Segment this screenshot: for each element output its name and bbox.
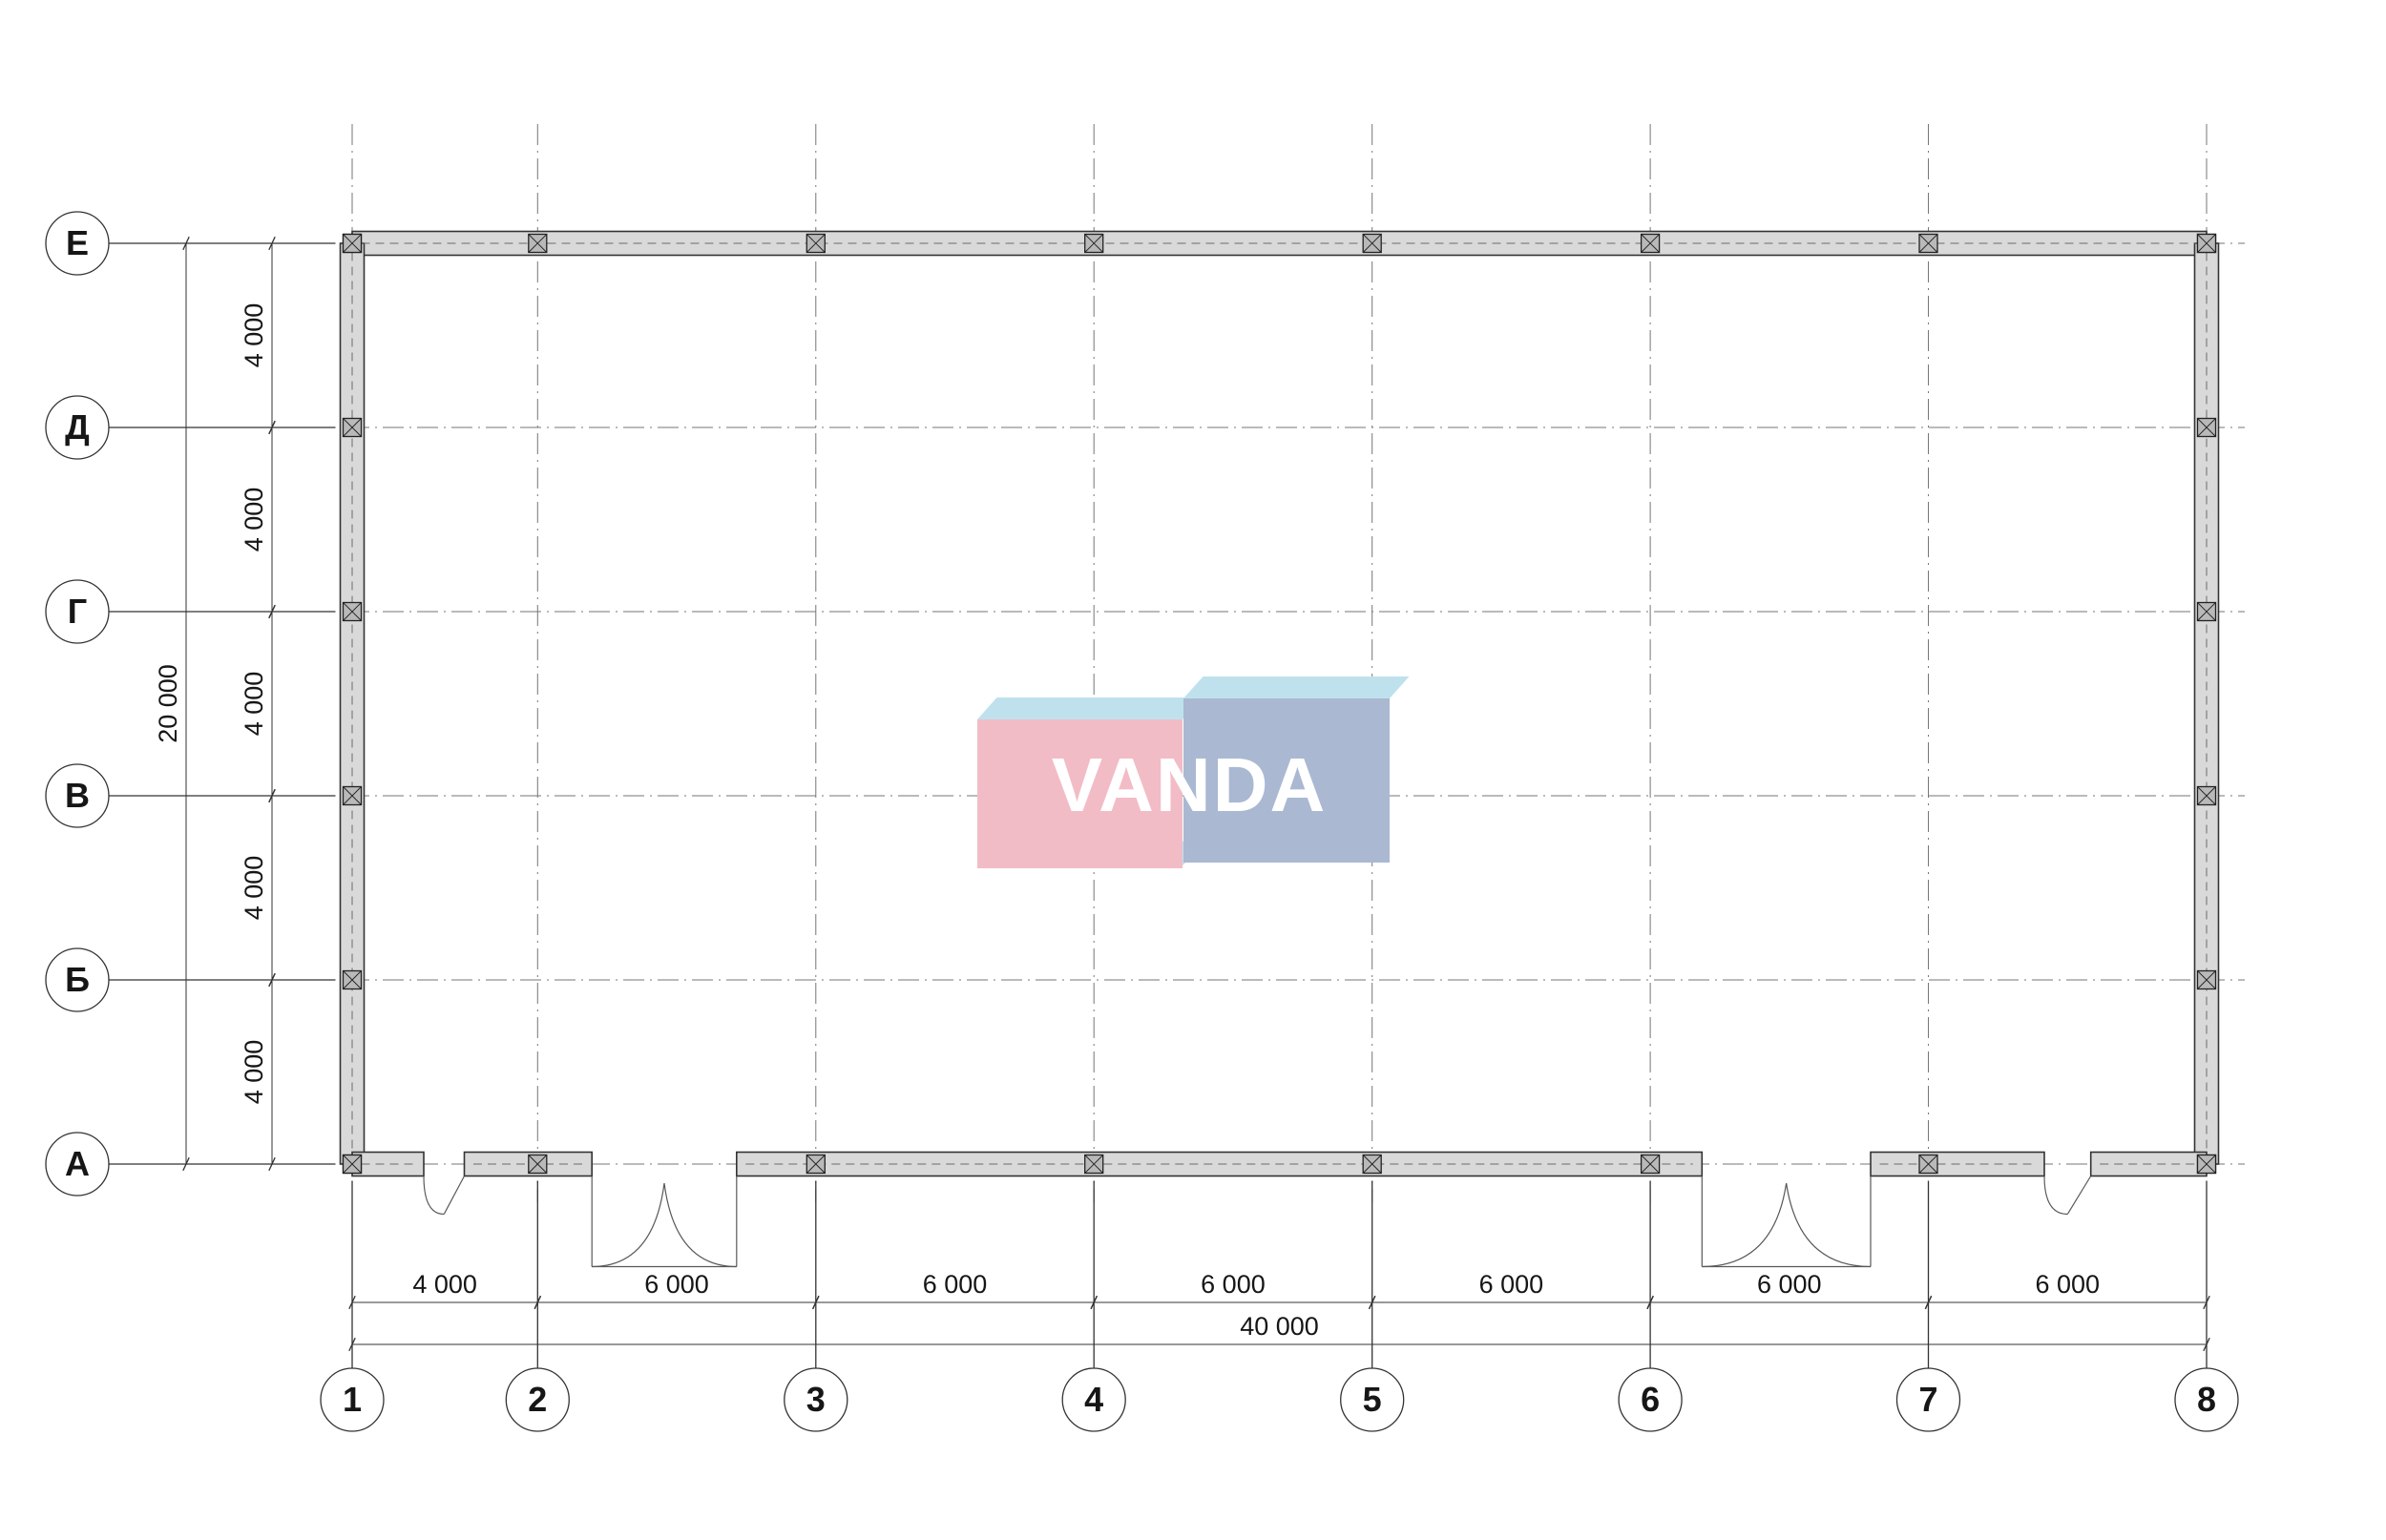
svg-text:5: 5 [1363, 1380, 1382, 1419]
svg-text:6 000: 6 000 [1757, 1270, 1822, 1299]
svg-text:6 000: 6 000 [1201, 1270, 1266, 1299]
svg-text:20 000: 20 000 [154, 664, 182, 743]
svg-text:Е: Е [66, 223, 89, 262]
svg-text:4: 4 [1084, 1380, 1103, 1419]
svg-text:3: 3 [806, 1380, 826, 1419]
svg-text:4 000: 4 000 [240, 303, 268, 368]
svg-text:8: 8 [2197, 1380, 2216, 1419]
svg-text:Д: Д [65, 407, 90, 447]
svg-text:6 000: 6 000 [2035, 1270, 2100, 1299]
svg-text:4 000: 4 000 [240, 1040, 268, 1105]
svg-text:6 000: 6 000 [644, 1270, 709, 1299]
svg-text:В: В [65, 776, 90, 815]
svg-text:VANDA: VANDA [1052, 742, 1328, 827]
svg-text:Г: Г [68, 592, 87, 631]
svg-text:А: А [65, 1144, 90, 1183]
svg-text:4 000: 4 000 [240, 856, 268, 921]
svg-text:4 000: 4 000 [240, 488, 268, 552]
svg-text:1: 1 [343, 1380, 362, 1419]
svg-text:6: 6 [1641, 1380, 1660, 1419]
svg-text:6 000: 6 000 [923, 1270, 988, 1299]
svg-text:4 000: 4 000 [240, 672, 268, 737]
svg-text:40 000: 40 000 [1240, 1312, 1319, 1341]
svg-text:Б: Б [65, 960, 90, 999]
svg-text:2: 2 [528, 1380, 547, 1419]
svg-text:7: 7 [1918, 1380, 1937, 1419]
svg-text:4 000: 4 000 [412, 1270, 477, 1299]
svg-text:6 000: 6 000 [1479, 1270, 1544, 1299]
